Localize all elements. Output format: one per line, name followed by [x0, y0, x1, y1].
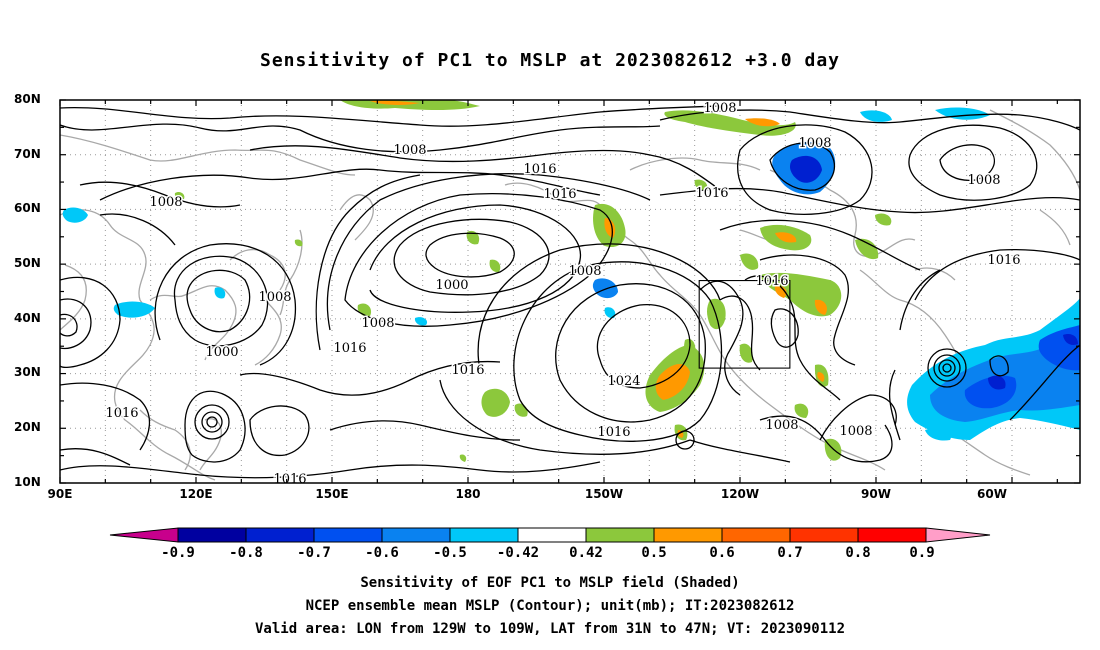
contour-label: 1016 [543, 187, 576, 202]
lon-label-180: 180 [455, 487, 481, 501]
colorbar-swatch [517, 527, 587, 543]
colorbar-label: 0.7 [777, 545, 803, 561]
colorbar-label: 0.8 [845, 545, 871, 561]
colorbar [109, 527, 991, 543]
contour-label: 1008 [568, 264, 601, 279]
contour-label: 1016 [105, 406, 138, 421]
colorbar-swatch [449, 527, 519, 543]
lon-label-60w: 60W [977, 487, 1007, 501]
mslp-contours [60, 105, 1080, 479]
colorbar-label: 0.6 [709, 545, 735, 561]
colorbar-swatch [245, 527, 315, 543]
contour-label: 1016 [451, 363, 484, 378]
lon-label-150w: 150W [584, 487, 624, 501]
colorbar-label: 0.5 [641, 545, 667, 561]
lon-label-90e: 90E [47, 487, 73, 501]
colorbar-swatch [653, 527, 723, 543]
contour-label: 1008 [765, 418, 798, 433]
lon-label-120e: 120E [179, 487, 213, 501]
contour-label: 1016 [987, 253, 1020, 268]
lat-label-70n: 70N [14, 147, 41, 161]
caption-line-2: NCEP ensemble mean MSLP (Contour); unit(… [305, 598, 795, 614]
colorbar-swatch [313, 527, 383, 543]
contour-label: 1008 [258, 290, 291, 305]
contour-label: 1008 [839, 424, 872, 439]
colorbar-label: -0.5 [433, 545, 467, 561]
lat-label-60n: 60N [14, 201, 41, 215]
colorbar-label: -0.7 [297, 545, 331, 561]
colorbar-swatch [177, 527, 247, 543]
contour-label: 1000 [205, 345, 238, 360]
contour-label: 1024 [607, 374, 640, 389]
colorbar-label: -0.9 [161, 545, 195, 561]
contour-label: 1008 [361, 316, 394, 331]
colorbar-swatch [721, 527, 791, 543]
contour-label: 1016 [333, 341, 366, 356]
contour-label: 1008 [393, 143, 426, 158]
contour-label: 1008 [149, 195, 182, 210]
colorbar-label: 0.42 [569, 545, 603, 561]
contour-label: 1016 [597, 425, 630, 440]
colorbar-swatch [857, 527, 927, 543]
caption-line-3: Valid area: LON from 129W to 109W, LAT f… [254, 621, 845, 637]
contour-label: 1000 [435, 278, 468, 293]
lat-label-80n: 80N [14, 92, 41, 106]
colorbar-high-arrow [925, 527, 991, 543]
valid-area-box [698, 280, 791, 369]
lat-label-10n: 10N [14, 475, 41, 489]
colorbar-swatch [789, 527, 859, 543]
lon-label-90w: 90W [861, 487, 891, 501]
lon-label-150e: 150E [315, 487, 349, 501]
caption-line-1: Sensitivity of EOF PC1 to MSLP field (Sh… [360, 575, 740, 591]
lat-label-50n: 50N [14, 256, 41, 270]
colorbar-swatch [585, 527, 655, 543]
map-title: Sensitivity of PC1 to MSLP at 2023082612… [259, 50, 840, 71]
axis-ticks [59, 99, 1080, 484]
lat-label-40n: 40N [14, 311, 41, 325]
contour-label: 1016 [523, 162, 556, 177]
colorbar-label: -0.42 [496, 545, 540, 561]
colorbar-label: 0.9 [909, 545, 935, 561]
lon-label-120w: 120W [720, 487, 760, 501]
contour-label: 1008 [703, 101, 736, 116]
lat-label-20n: 20N [14, 420, 41, 434]
lat-label-30n: 30N [14, 365, 41, 379]
colorbar-swatch [381, 527, 451, 543]
contour-label: 1016 [755, 274, 788, 289]
contour-label: 1008 [967, 173, 1000, 188]
contour-labels: 1008 1008 1008 1016 1016 1016 1008 1008 1000 1016… [104, 100, 1022, 489]
contour-label: 1008 [798, 136, 831, 151]
colorbar-low-arrow [109, 527, 179, 543]
colorbar-label: -0.8 [229, 545, 263, 561]
contour-label: 1016 [695, 186, 728, 201]
contour-label: 1016 [273, 472, 306, 487]
colorbar-label: -0.6 [365, 545, 399, 561]
map-frame-bg [60, 100, 1080, 483]
